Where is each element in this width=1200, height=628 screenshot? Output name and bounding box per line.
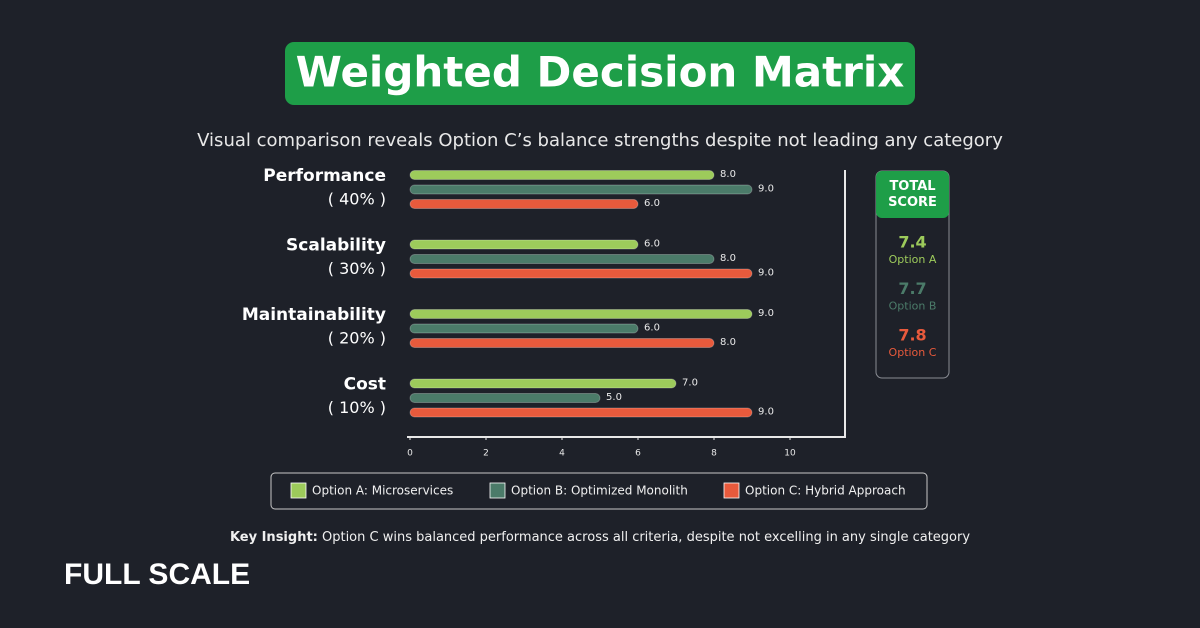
category-weight: ( 40% ) <box>328 190 386 209</box>
legend-swatch <box>723 482 740 499</box>
chart-title: Weighted Decision Matrix <box>296 48 905 97</box>
x-tick-label: 8 <box>711 449 717 459</box>
value-label: 9.0 <box>758 308 774 319</box>
bar <box>409 239 639 250</box>
x-tick-label: 4 <box>559 449 565 459</box>
value-label: 9.0 <box>758 407 774 418</box>
legend-box <box>270 472 928 510</box>
value-label: 8.0 <box>720 253 736 264</box>
bar <box>409 309 753 319</box>
value-label: 6.0 <box>644 198 660 209</box>
category-label: Performance <box>263 166 386 186</box>
bar <box>409 199 639 209</box>
total-label: Option C <box>889 346 937 359</box>
bar <box>409 338 715 348</box>
logo: FULL SCALE <box>64 558 250 591</box>
insight-text: Option C wins balanced performance acros… <box>318 530 970 545</box>
category-label: Cost <box>344 375 386 395</box>
x-tick-label: 6 <box>635 449 641 459</box>
value-label: 8.0 <box>720 169 736 180</box>
bar <box>409 184 753 195</box>
bar <box>409 323 639 334</box>
title-box <box>285 42 915 105</box>
value-label: 6.0 <box>644 239 660 250</box>
x-tick-label: 2 <box>483 449 489 459</box>
value-label: 5.0 <box>606 392 622 403</box>
category-label: Scalability <box>286 236 386 256</box>
category-weight: ( 20% ) <box>328 329 386 348</box>
total-label: Option A <box>889 253 937 266</box>
bar <box>409 378 677 389</box>
legend-label: Option B: Optimized Monolith <box>511 484 688 498</box>
category-weight: ( 30% ) <box>328 259 386 278</box>
legend-swatch <box>290 482 307 499</box>
total-label: Option B <box>889 300 937 313</box>
insight: Key Insight: Option C wins balanced perf… <box>230 530 970 545</box>
subtitle: Visual comparison reveals Option C’s bal… <box>197 130 1003 151</box>
value-label: 6.0 <box>644 323 660 334</box>
value-label: 9.0 <box>758 268 774 279</box>
total-score: 7.7 <box>898 279 926 298</box>
x-tick-label: 0 <box>407 449 413 459</box>
bar <box>409 170 715 180</box>
category-weight: ( 10% ) <box>328 398 386 417</box>
legend-label: Option A: Microservices <box>312 484 453 498</box>
legend-label: Option C: Hybrid Approach <box>745 484 906 498</box>
category-label: Maintainability <box>242 305 386 325</box>
insight-label: Key Insight: <box>230 530 318 545</box>
bar <box>409 254 715 264</box>
bar <box>409 393 601 403</box>
bar <box>409 407 753 418</box>
value-label: 9.0 <box>758 184 774 195</box>
legend-swatch <box>489 482 506 499</box>
x-tick-label: 10 <box>784 449 796 459</box>
bar <box>409 268 753 279</box>
value-label: 8.0 <box>720 337 736 348</box>
total-score: 7.8 <box>898 326 926 345</box>
value-label: 7.0 <box>682 378 698 389</box>
total-header: TOTAL SCORE <box>876 171 949 218</box>
total-score: 7.4 <box>898 233 926 252</box>
